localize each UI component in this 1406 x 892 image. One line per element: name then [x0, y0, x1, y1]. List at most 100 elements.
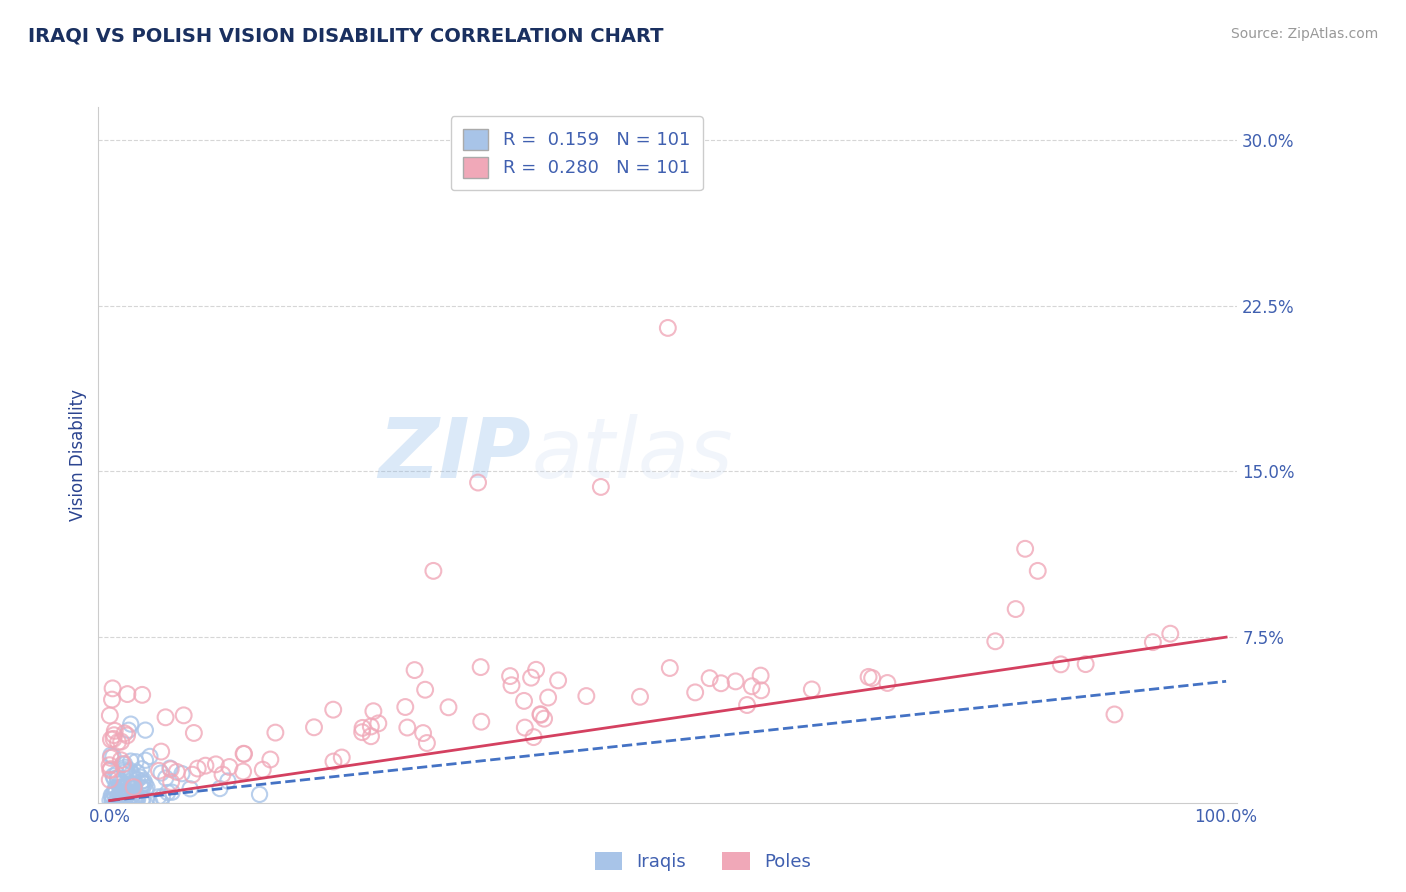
Legend: R =  0.159   N = 101, R =  0.280   N = 101: R = 0.159 N = 101, R = 0.280 N = 101 [450, 116, 703, 190]
Point [330, 750, 353, 764]
Point [111, 776, 134, 790]
Point [413, 682, 436, 697]
Point [360, 719, 382, 733]
Point [530, 707, 553, 722]
Point [148, 789, 170, 804]
Point [134, 753, 156, 767]
Point [125, 794, 148, 808]
Point [108, 786, 131, 800]
Point [103, 772, 125, 786]
Point [520, 671, 543, 685]
Point [101, 789, 124, 803]
Point [360, 729, 382, 743]
Point [156, 786, 179, 800]
Point [1026, 564, 1049, 578]
Point [724, 674, 747, 689]
Point [683, 685, 706, 699]
Point [122, 780, 145, 795]
Point [104, 723, 127, 738]
Point [524, 663, 547, 677]
Point [100, 789, 122, 803]
Point [150, 796, 173, 810]
Point [111, 757, 134, 772]
Point [120, 754, 142, 768]
Point [115, 728, 138, 742]
Point [131, 762, 153, 776]
Point [136, 780, 159, 795]
Point [187, 762, 209, 776]
Point [575, 689, 598, 703]
Point [105, 766, 128, 780]
Point [103, 731, 125, 746]
Point [125, 792, 148, 806]
Point [112, 784, 135, 798]
Point [105, 793, 128, 807]
Point [114, 726, 136, 740]
Point [118, 795, 141, 809]
Point [858, 670, 880, 684]
Point [710, 676, 733, 690]
Point [110, 734, 132, 748]
Point [984, 634, 1007, 648]
Point [103, 728, 125, 742]
Point [107, 772, 129, 786]
Point [104, 796, 127, 810]
Point [110, 794, 132, 808]
Point [166, 764, 188, 779]
Point [134, 723, 156, 738]
Point [628, 690, 651, 704]
Point [122, 780, 145, 794]
Point [121, 766, 143, 780]
Point [264, 725, 287, 739]
Point [121, 793, 143, 807]
Point [107, 735, 129, 749]
Point [118, 786, 141, 800]
Point [112, 784, 135, 798]
Point [135, 792, 157, 806]
Point [501, 678, 523, 692]
Point [118, 794, 141, 808]
Point [121, 776, 143, 790]
Point [110, 753, 132, 767]
Point [131, 688, 153, 702]
Point [114, 794, 136, 808]
Point [1004, 602, 1026, 616]
Point [150, 766, 173, 780]
Point [124, 794, 146, 808]
Point [100, 748, 122, 763]
Point [170, 766, 193, 780]
Text: ZIP: ZIP [378, 415, 531, 495]
Point [658, 661, 681, 675]
Point [173, 708, 195, 723]
Point [194, 758, 217, 772]
Point [352, 721, 374, 735]
Point [394, 700, 416, 714]
Point [322, 755, 344, 769]
Point [363, 704, 385, 718]
Point [101, 749, 124, 764]
Point [1159, 626, 1181, 640]
Point [108, 780, 131, 795]
Point [1014, 541, 1036, 556]
Point [860, 671, 883, 685]
Point [108, 776, 131, 790]
Point [367, 716, 389, 731]
Point [103, 786, 125, 800]
Point [111, 781, 134, 796]
Point [139, 749, 162, 764]
Point [252, 763, 274, 777]
Point [131, 774, 153, 789]
Point [101, 681, 124, 696]
Point [741, 679, 763, 693]
Point [1074, 657, 1097, 672]
Point [160, 775, 183, 789]
Point [111, 781, 134, 796]
Y-axis label: Vision Disability: Vision Disability [69, 389, 87, 521]
Point [98, 763, 121, 777]
Point [600, 166, 623, 180]
Point [589, 480, 612, 494]
Point [121, 789, 143, 803]
Point [114, 791, 136, 805]
Point [396, 721, 419, 735]
Point [114, 785, 136, 799]
